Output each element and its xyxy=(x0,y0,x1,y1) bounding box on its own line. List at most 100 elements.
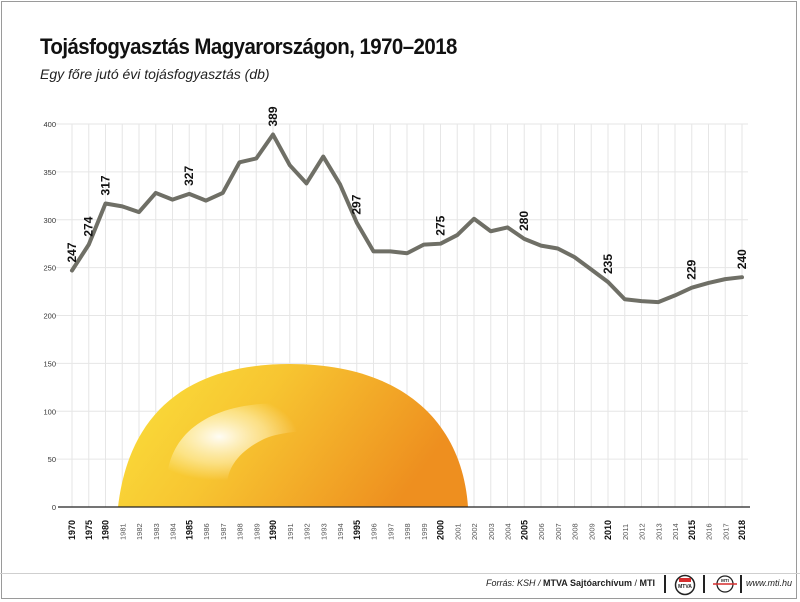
mtva-logo: MTVA xyxy=(674,574,696,596)
y-tick-label: 100 xyxy=(43,407,56,416)
x-tick-label: 2005 xyxy=(519,520,529,540)
data-point xyxy=(221,191,225,195)
x-tick-label: 2010 xyxy=(603,520,613,540)
data-point xyxy=(405,251,409,255)
data-point xyxy=(137,210,141,214)
data-point xyxy=(355,221,359,225)
data-label: 389 xyxy=(266,106,280,126)
x-tick-label: 1995 xyxy=(352,520,362,540)
x-tick-label: 1997 xyxy=(386,523,395,540)
mti-logo: MTI xyxy=(713,575,737,593)
x-tick-label: 1970 xyxy=(67,520,77,540)
x-tick-label: 1993 xyxy=(319,523,328,540)
data-point xyxy=(371,249,376,253)
x-tick-label: 2015 xyxy=(687,520,697,540)
data-label: 247 xyxy=(65,242,79,262)
source-mti: MTI xyxy=(639,578,656,588)
y-tick-label: 150 xyxy=(43,359,56,368)
y-tick-label: 300 xyxy=(43,216,56,225)
data-point xyxy=(556,246,560,251)
data-point xyxy=(589,267,593,272)
x-tick-label: 1983 xyxy=(152,523,161,540)
x-tick-label: 2007 xyxy=(554,523,563,540)
data-point xyxy=(572,255,577,259)
footer-separator xyxy=(740,575,742,593)
data-label: 240 xyxy=(735,249,749,269)
data-point xyxy=(522,237,526,241)
x-tick-label: 1980 xyxy=(101,520,111,540)
data-point xyxy=(120,204,124,208)
data-point xyxy=(489,229,493,233)
x-tick-label: 2013 xyxy=(654,523,663,540)
x-tick-label: 1999 xyxy=(420,523,429,540)
data-point xyxy=(321,154,325,159)
data-point xyxy=(187,192,191,196)
data-label: 235 xyxy=(601,254,615,274)
x-tick-label: 1975 xyxy=(84,520,94,540)
data-point xyxy=(237,160,242,164)
x-tick-label: 2018 xyxy=(737,520,747,540)
x-tick-label: 2008 xyxy=(571,523,580,540)
x-tick-label: 1994 xyxy=(336,523,345,540)
source-separator: / xyxy=(631,578,640,588)
data-point xyxy=(623,297,627,301)
data-point xyxy=(656,300,660,304)
x-tick-label: 2001 xyxy=(453,523,462,540)
website-link[interactable]: www.mti.hu xyxy=(745,578,792,588)
x-tick-label: 2016 xyxy=(705,523,714,540)
x-tick-label: 1982 xyxy=(135,523,144,540)
x-tick-label: 1984 xyxy=(169,523,178,540)
x-tick-label: 2017 xyxy=(721,523,730,540)
x-tick-label: 1989 xyxy=(252,523,261,540)
y-tick-label: 200 xyxy=(43,312,56,321)
data-label: 274 xyxy=(82,216,96,236)
data-point xyxy=(455,233,459,237)
source-credit: Forrás: KSH / MTVA Sajtóarchívum / MTI xyxy=(486,578,655,588)
data-point xyxy=(505,225,510,230)
data-point xyxy=(103,201,108,206)
x-tick-label: 2011 xyxy=(621,524,630,540)
source-org: MTVA Sajtóarchívum xyxy=(542,578,632,588)
x-tick-label: 2003 xyxy=(487,523,496,540)
x-tick-label: 1996 xyxy=(370,523,379,540)
y-tick-label: 350 xyxy=(43,168,56,177)
x-tick-label: 1991 xyxy=(286,523,295,540)
data-point xyxy=(254,156,258,161)
x-tick-label: 2014 xyxy=(671,523,680,540)
x-tick-label: 1987 xyxy=(219,523,228,540)
data-point xyxy=(304,181,309,185)
chart-title: Tojásfogyasztás Magyarországon, 1970–201… xyxy=(40,34,457,59)
data-label: 280 xyxy=(517,211,531,231)
data-point xyxy=(723,277,727,281)
footer-separator xyxy=(664,575,666,593)
data-point xyxy=(606,280,610,284)
data-label: 317 xyxy=(99,175,113,195)
data-label: 229 xyxy=(685,259,699,279)
y-axis: 0 50 100 150 200 250 300 350 400 xyxy=(43,120,56,512)
data-point xyxy=(170,198,175,202)
source-prefix: Forrás: KSH / xyxy=(485,578,543,588)
x-tick-label: 2002 xyxy=(470,523,479,540)
x-tick-label: 1981 xyxy=(118,523,127,540)
x-tick-label: 1992 xyxy=(303,523,312,540)
data-point xyxy=(539,244,543,248)
data-point xyxy=(288,163,292,167)
x-tick-label: 2000 xyxy=(436,520,446,540)
y-tick-label: 0 xyxy=(52,503,56,512)
x-tick-label: 2012 xyxy=(638,523,647,540)
data-point xyxy=(70,268,74,273)
chart-subtitle: Egy főre jutó évi tojásfogyasztás (db) xyxy=(40,66,270,82)
data-point xyxy=(690,286,694,290)
data-label: 327 xyxy=(182,166,196,186)
x-tick-label: 2006 xyxy=(537,523,546,540)
x-tick-label: 1998 xyxy=(403,523,412,540)
data-point xyxy=(740,275,744,279)
x-tick-label: 1988 xyxy=(236,523,245,540)
y-tick-label: 250 xyxy=(43,264,56,273)
series-line xyxy=(70,132,744,305)
data-point xyxy=(706,281,711,285)
footer-separator xyxy=(703,575,705,593)
